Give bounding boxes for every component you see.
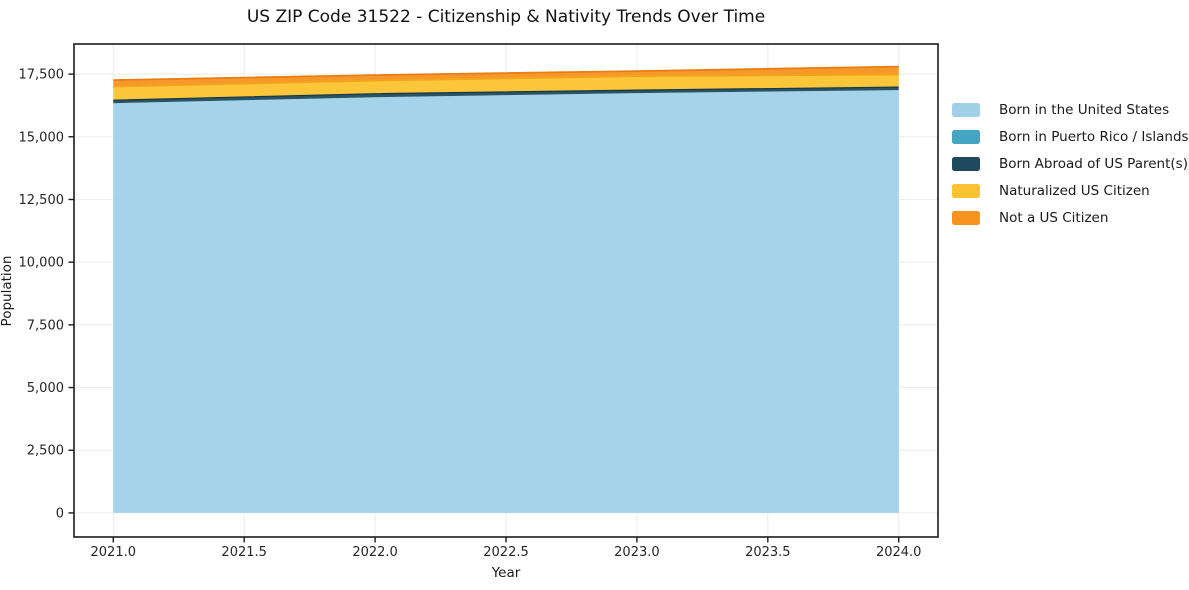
legend-label: Naturalized US Citizen: [999, 183, 1150, 199]
legend: Born in the United States Born in Puerto …: [952, 102, 1189, 226]
chart-title: US ZIP Code 31522 - Citizenship & Nativi…: [246, 7, 766, 27]
x-tick-label: 2023.5: [745, 545, 791, 560]
area-edge-naturalized-us-citizen: [113, 73, 899, 88]
y-tick-label: 2,500: [27, 444, 64, 459]
legend-item-born-in-the-united-states: Born in the United States: [952, 102, 1189, 118]
y-tick-label: 15,000: [19, 130, 65, 145]
area-born-in-the-united-states: [113, 90, 899, 513]
x-tick-label: 2021.0: [91, 545, 137, 560]
x-tick-label: 2022.0: [352, 545, 398, 560]
x-tick-label: 2024.0: [876, 545, 922, 560]
legend-item-not-a-us-citizen: Not a US Citizen: [952, 210, 1189, 226]
area-naturalized-us-citizen: [113, 74, 899, 101]
x-tick-label: 2022.5: [483, 545, 529, 560]
legend-label: Born Abroad of US Parent(s): [999, 156, 1188, 172]
legend-item-born-in-puerto-rico-islands: Born in Puerto Rico / Islands: [952, 129, 1189, 145]
legend-swatch-icon: [952, 103, 980, 117]
y-tick-label: 10,000: [19, 256, 65, 271]
legend-label: Born in Puerto Rico / Islands: [999, 129, 1189, 145]
area-born-abroad-of-us-parent-s: [113, 87, 899, 104]
y-tick-label: 12,500: [19, 193, 65, 208]
y-tick-label: 0: [56, 506, 64, 521]
x-tick-label: 2021.5: [221, 545, 267, 560]
legend-label: Not a US Citizen: [999, 210, 1109, 226]
legend-swatch-icon: [952, 211, 980, 225]
legend-item-naturalized-us-citizen: Naturalized US Citizen: [952, 183, 1189, 199]
y-tick-label: 7,500: [27, 318, 64, 333]
x-axis-label: Year: [491, 565, 521, 581]
y-tick-label: 5,000: [27, 381, 64, 396]
legend-swatch-icon: [952, 184, 980, 198]
area-edge-born-abroad-of-us-parent-s: [113, 86, 899, 101]
y-axis-label: Population: [0, 255, 15, 327]
area-edge-not-a-us-citizen: [113, 65, 899, 81]
x-tick-label: 2023.0: [614, 545, 660, 560]
y-tick-label: 17,500: [19, 68, 65, 83]
legend-swatch-icon: [952, 157, 980, 171]
legend-item-born-abroad-of-us-parent-s: Born Abroad of US Parent(s): [952, 156, 1189, 172]
legend-swatch-icon: [952, 130, 980, 144]
legend-label: Born in the United States: [999, 102, 1170, 118]
